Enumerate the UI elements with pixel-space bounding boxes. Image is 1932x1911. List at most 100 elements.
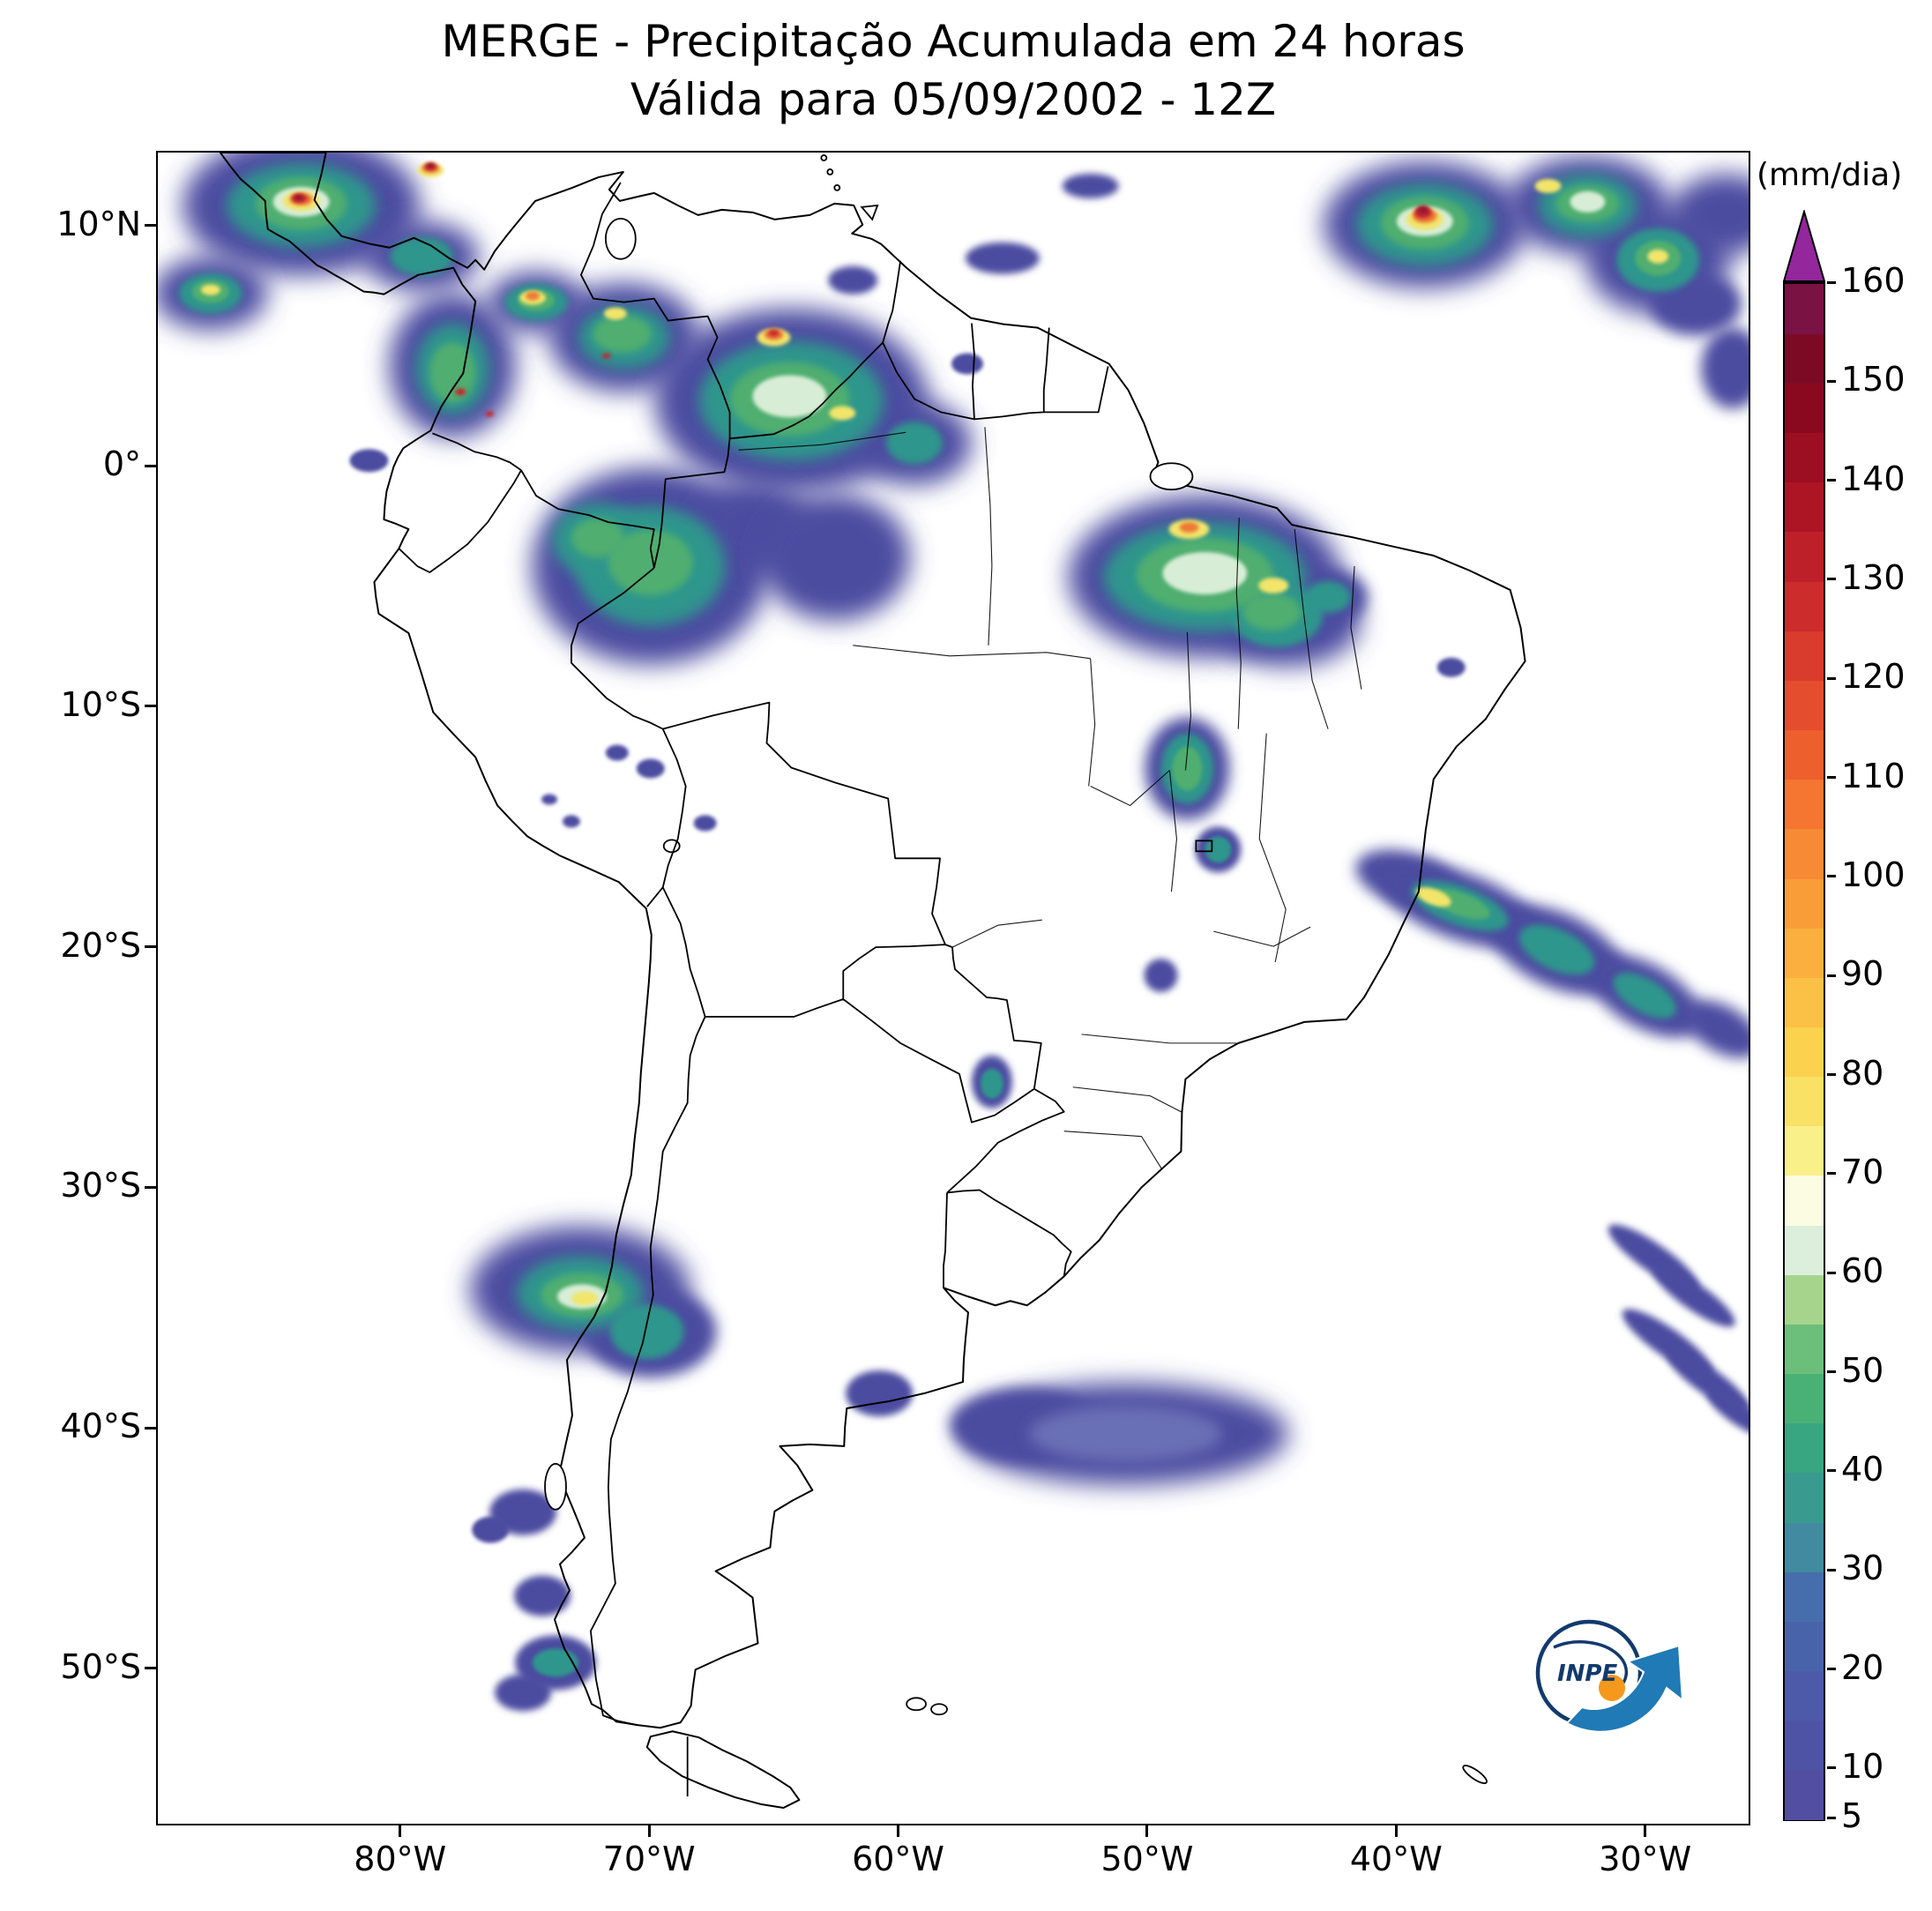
colorbar-segment bbox=[1785, 729, 1824, 780]
precipitation-blob bbox=[571, 519, 624, 558]
colorbar-segment bbox=[1785, 1225, 1824, 1275]
colorbar-segment bbox=[1785, 1274, 1824, 1325]
antilles-islet bbox=[820, 154, 828, 161]
colorbar-segment bbox=[1785, 432, 1824, 483]
x-axis-tick-mark bbox=[399, 1825, 402, 1837]
precipitation-blob bbox=[533, 1648, 578, 1677]
y-axis-tick-label: 30°S bbox=[60, 1166, 141, 1206]
colorbar-over-arrow bbox=[1783, 210, 1825, 282]
precipitation-blob bbox=[1144, 959, 1178, 992]
precipitation-blob bbox=[593, 315, 652, 353]
y-axis-tick-mark bbox=[145, 945, 156, 949]
precipitation-blob bbox=[965, 242, 1040, 274]
colorbar-tick-mark bbox=[1827, 776, 1836, 780]
colorbar-segment bbox=[1785, 333, 1824, 384]
precipitation-blob bbox=[1242, 593, 1302, 631]
colorbar-segment bbox=[1785, 977, 1824, 1027]
map-plot-area bbox=[156, 151, 1750, 1825]
x-axis-tick-label: 30°W bbox=[1599, 1840, 1692, 1878]
precipitation-blob bbox=[828, 265, 878, 295]
x-axis-tick-label: 60°W bbox=[852, 1840, 945, 1878]
distrito-federal-box bbox=[1195, 840, 1213, 853]
colorbar-segment bbox=[1785, 383, 1824, 434]
precipitation-blob bbox=[693, 815, 717, 832]
precipitation-blob bbox=[1179, 522, 1199, 534]
precipitation-blob bbox=[1652, 1265, 1735, 1327]
inpe-logo-orb bbox=[1599, 1675, 1625, 1701]
colorbar-segment bbox=[1785, 1472, 1824, 1523]
colorbar-tick-mark bbox=[1827, 1816, 1836, 1819]
title-line-1: MERGE - Precipitação Acumulada em 24 hor… bbox=[441, 16, 1466, 67]
inpe-logo-text: INPE bbox=[1557, 1661, 1617, 1687]
colorbar-segment bbox=[1785, 1026, 1824, 1078]
precipitation-blob bbox=[846, 1370, 914, 1416]
colorbar-segment bbox=[1785, 1125, 1824, 1176]
south-georgia-island bbox=[1462, 1765, 1488, 1785]
colorbar-segment bbox=[1785, 631, 1824, 681]
colorbar-segment bbox=[1785, 1422, 1824, 1474]
colorbar-tick-label: 10 bbox=[1841, 1746, 1884, 1786]
country-borders bbox=[398, 182, 1109, 1797]
colorbar-segment bbox=[1785, 481, 1824, 533]
precipitation-blob bbox=[1701, 327, 1749, 409]
title-line-2: Válida para 05/09/2002 - 12Z bbox=[630, 74, 1277, 125]
colorbar-segment bbox=[1785, 1373, 1824, 1424]
precipitation-blob bbox=[1258, 577, 1289, 593]
coastlines bbox=[219, 153, 1526, 1810]
precipitation-blob bbox=[526, 291, 541, 301]
precipitation-blob bbox=[485, 411, 495, 417]
colorbar-tick-mark bbox=[1827, 1568, 1836, 1571]
colorbar-segment bbox=[1785, 928, 1824, 978]
precipitation-blob bbox=[951, 353, 983, 375]
colorbar-unit-label: (mm/dia) bbox=[1757, 157, 1903, 193]
trinidad-island bbox=[860, 204, 879, 221]
chiloe-island bbox=[544, 1462, 567, 1511]
falkland-east bbox=[930, 1703, 948, 1716]
colorbar-segment bbox=[1785, 531, 1824, 582]
precipitation-blob bbox=[636, 758, 665, 779]
colorbar-segment bbox=[1785, 1076, 1824, 1127]
colorbar-tick-label: 120 bbox=[1841, 657, 1906, 697]
y-axis-tick-label: 0° bbox=[102, 444, 141, 484]
lake-maracaibo bbox=[604, 217, 637, 260]
map-svg bbox=[158, 153, 1749, 1810]
colorbar-tick-label: 30 bbox=[1841, 1549, 1884, 1588]
precipitation-blob bbox=[1570, 190, 1606, 213]
precipitation-blob bbox=[752, 375, 827, 418]
precipitation-blob bbox=[980, 1068, 1003, 1099]
colorbar-segment bbox=[1785, 1670, 1824, 1721]
colorbar-segment bbox=[1785, 284, 1824, 334]
colorbar-tick-label: 110 bbox=[1841, 756, 1906, 795]
marajo-island bbox=[1149, 462, 1194, 491]
precipitation-blob bbox=[886, 422, 944, 465]
x-axis-tick-mark bbox=[647, 1825, 651, 1837]
precipitation-blob bbox=[1028, 1406, 1223, 1462]
colorbar-segment bbox=[1785, 1621, 1824, 1672]
y-axis-tick-mark bbox=[145, 1185, 156, 1189]
precipitation-blob bbox=[1613, 973, 1677, 1019]
colorbar-tick-mark bbox=[1827, 1469, 1836, 1473]
precipitation-blob bbox=[200, 284, 220, 295]
precipitation-blob bbox=[605, 744, 629, 761]
colorbar-tick-label: 90 bbox=[1841, 954, 1884, 994]
precipitation-blob bbox=[829, 406, 856, 421]
y-axis-tick-mark bbox=[145, 224, 156, 228]
y-axis-tick-label: 50°S bbox=[60, 1646, 141, 1686]
colorbar-tick-label: 130 bbox=[1841, 557, 1906, 597]
x-axis-tick-mark bbox=[897, 1825, 900, 1837]
precipitation-blob bbox=[455, 388, 466, 396]
colorbar-tick-label: 40 bbox=[1841, 1449, 1884, 1489]
precipitation-blob bbox=[562, 815, 580, 828]
colorbar-tick-mark bbox=[1827, 479, 1836, 482]
colorbar-tick-label: 20 bbox=[1841, 1647, 1884, 1687]
colorbar-tick-mark bbox=[1827, 1766, 1836, 1770]
colorbar-segment bbox=[1785, 1571, 1824, 1622]
colorbar-segment bbox=[1785, 680, 1824, 731]
colorbar-segment bbox=[1785, 580, 1824, 631]
precipitation-blob bbox=[349, 449, 389, 473]
colorbar-tick-mark bbox=[1827, 1668, 1836, 1671]
inpe-logo-arrow bbox=[1565, 1644, 1684, 1733]
colorbar-tick-mark bbox=[1827, 676, 1836, 680]
colorbar-tick-label: 50 bbox=[1841, 1350, 1884, 1390]
antilles-islet bbox=[826, 168, 834, 175]
